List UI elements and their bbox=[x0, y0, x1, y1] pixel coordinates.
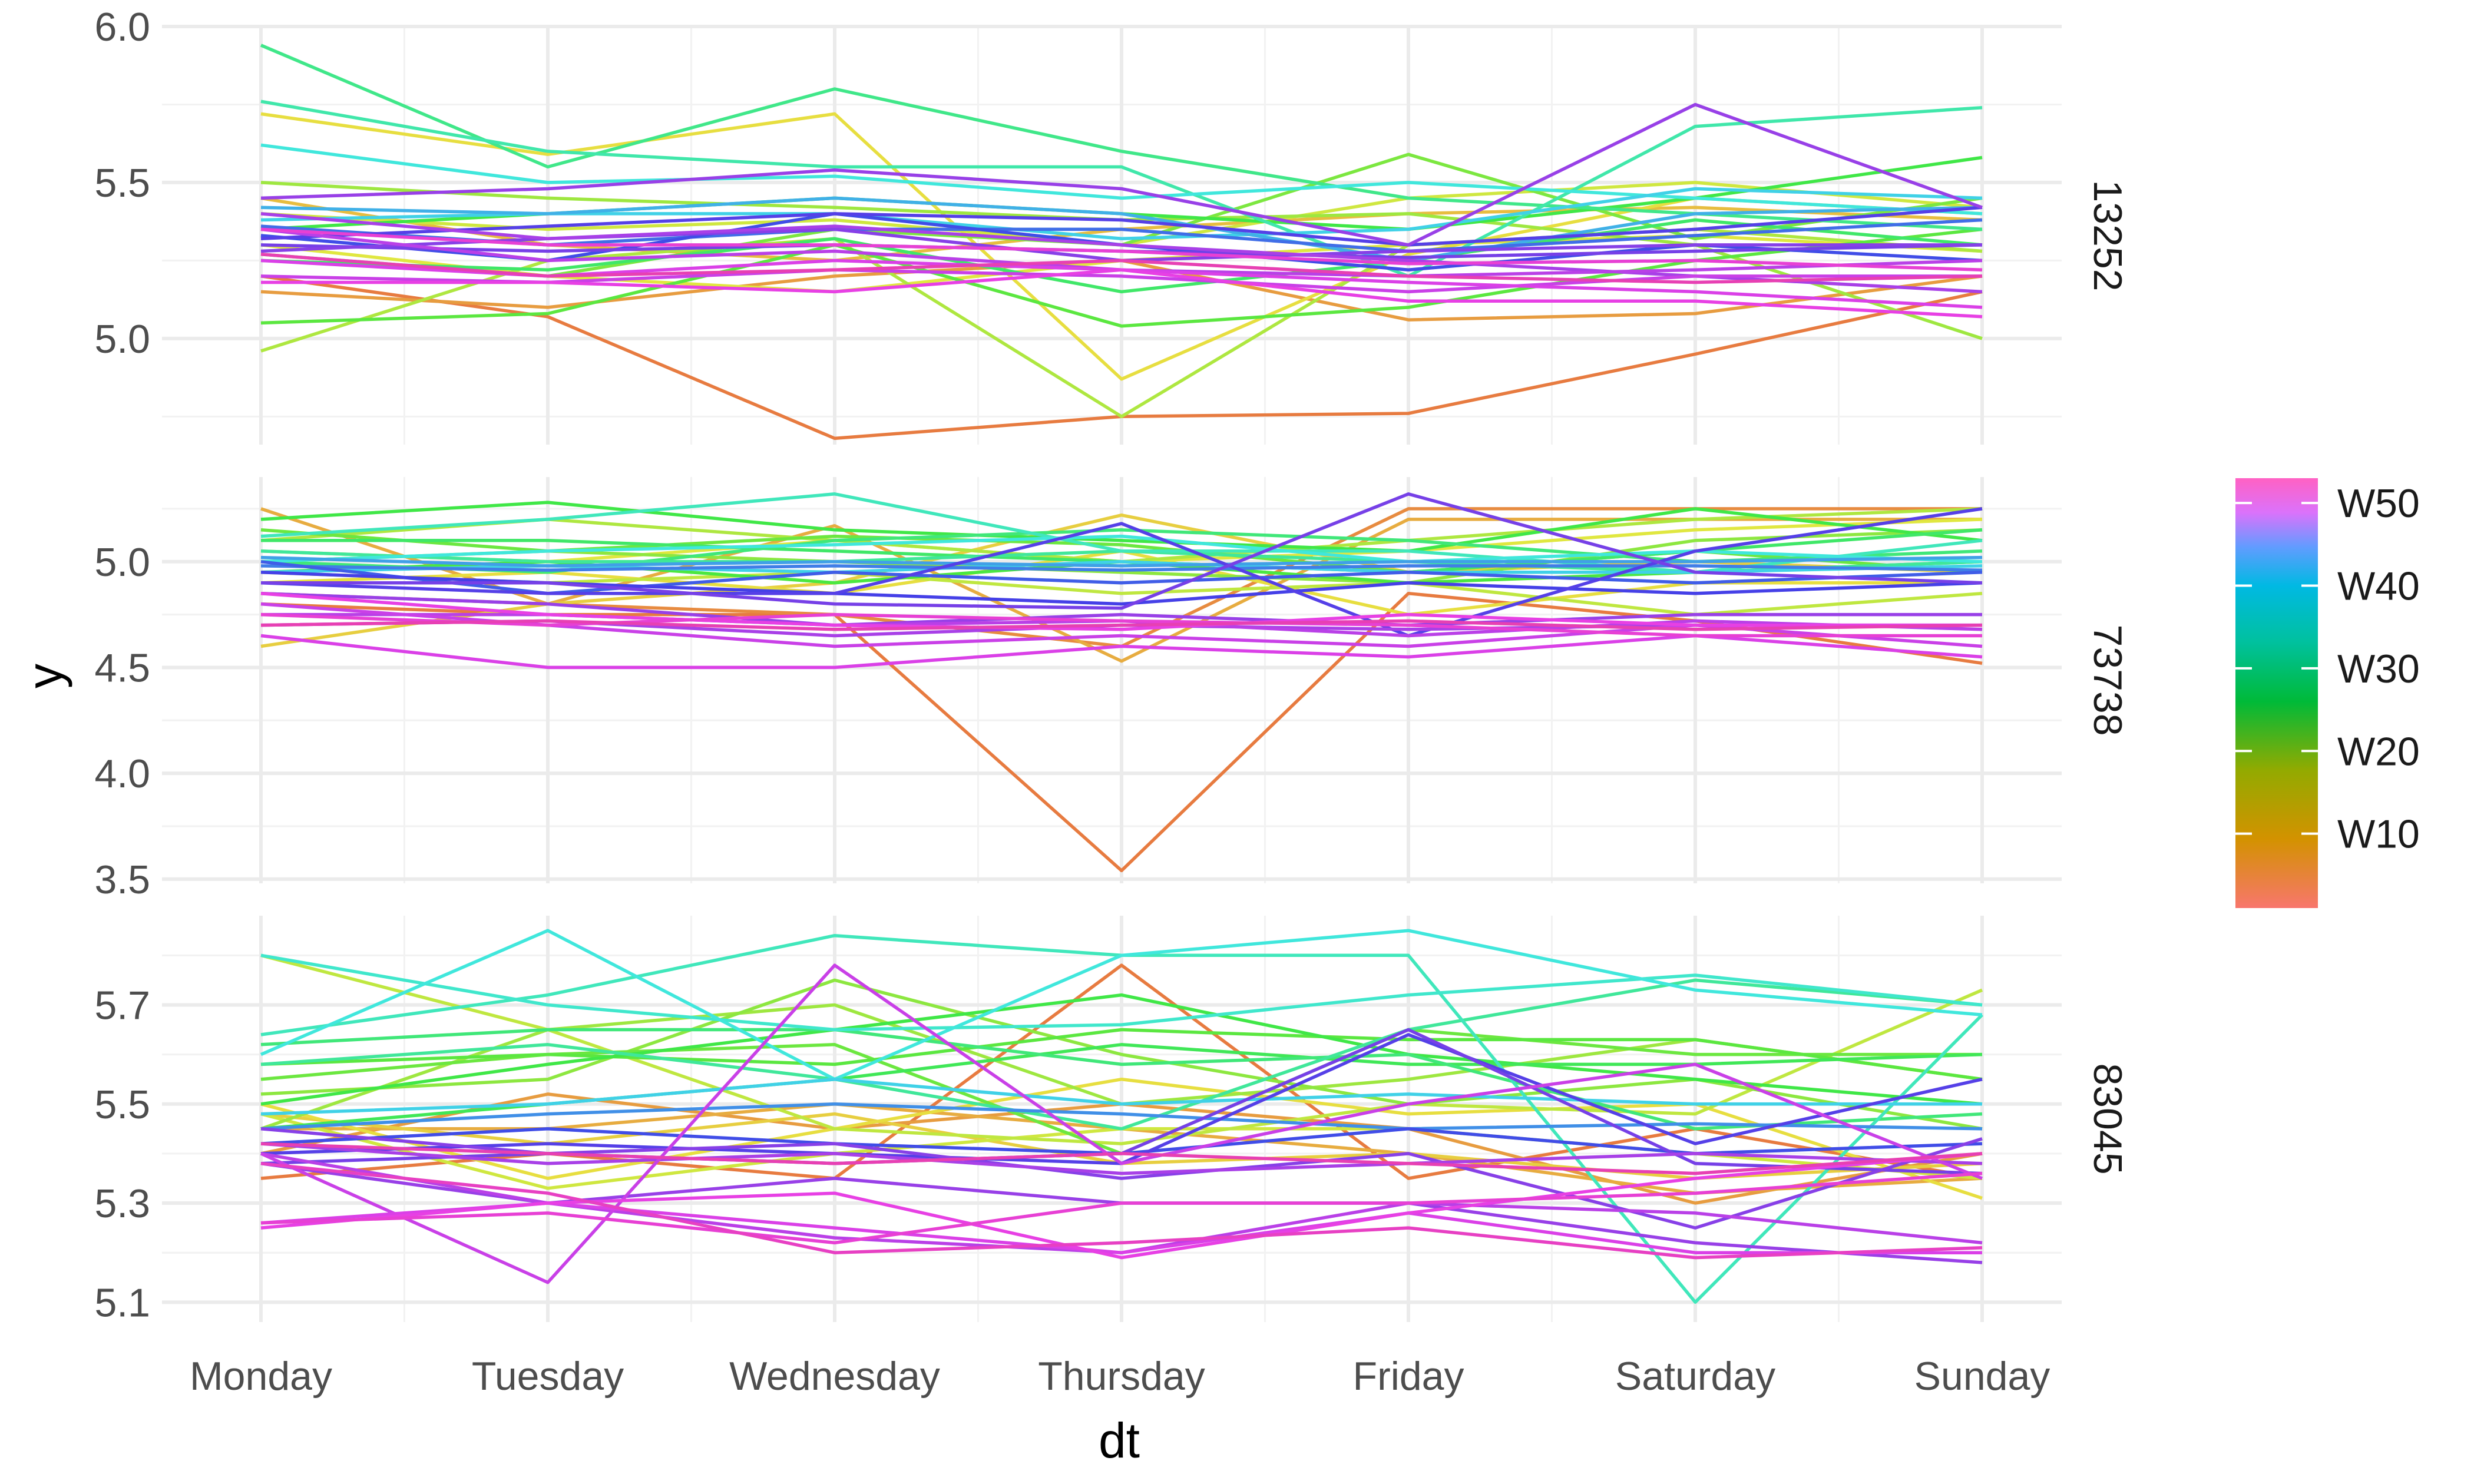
legend: W50 W40 W30 W20 W10 bbox=[2235, 478, 2420, 908]
series-line-week-51 bbox=[260, 1161, 1983, 1260]
y-tick-label: 5.0 bbox=[94, 540, 150, 585]
series-line-week-27 bbox=[260, 953, 1983, 1032]
legend-colorbar bbox=[2235, 478, 2318, 908]
y-axis-title: y bbox=[17, 664, 72, 688]
series-line-week-22 bbox=[260, 1028, 1983, 1131]
series-lines-13252 bbox=[260, 44, 1983, 440]
legend-label: W40 bbox=[2337, 564, 2420, 609]
facet-strip-label: 83045 bbox=[2085, 1063, 2130, 1174]
x-axis: Monday Tuesday Wednesday Thursday Friday Satu… bbox=[190, 1354, 2050, 1399]
legend-label: W50 bbox=[2337, 481, 2420, 526]
series-line-week-44 bbox=[260, 591, 1982, 627]
series-line-week-34 bbox=[260, 1102, 1983, 1131]
series-line-week-44 bbox=[260, 102, 1983, 247]
legend-label: W20 bbox=[2337, 729, 2420, 774]
y-tick-label: 5.5 bbox=[94, 161, 150, 206]
x-tick-label: Wednesday bbox=[729, 1354, 940, 1399]
series-line-week-19 bbox=[260, 501, 1983, 553]
series-line-week-52 bbox=[260, 619, 1983, 631]
series-line-week-19 bbox=[260, 993, 1983, 1106]
series-line-week-50 bbox=[260, 612, 1982, 638]
facet-strip-label: 73738 bbox=[2085, 624, 2130, 736]
x-tick-label: Sunday bbox=[1914, 1354, 2050, 1399]
series-line-week-28 bbox=[260, 929, 1983, 1081]
series-line-week-33 bbox=[260, 555, 1983, 568]
series-line-week-45 bbox=[260, 1142, 1983, 1175]
y-tick-label: 6.0 bbox=[94, 5, 150, 49]
x-tick-label: Thursday bbox=[1038, 1354, 1205, 1399]
series-line-week-21 bbox=[260, 218, 1983, 294]
series-line-week-42 bbox=[261, 492, 1983, 610]
series-line-week-28 bbox=[260, 143, 1983, 216]
series-line-week-24 bbox=[260, 978, 1983, 1131]
x-tick-label: Saturday bbox=[1615, 1354, 1775, 1399]
series-line-week-52 bbox=[260, 253, 1983, 284]
series-line-week-50 bbox=[260, 1171, 1983, 1245]
y-tick-label: 3.5 bbox=[94, 857, 150, 902]
series-line-week-50 bbox=[260, 227, 1983, 272]
legend-label: W10 bbox=[2337, 812, 2420, 857]
x-tick-label: Friday bbox=[1353, 1354, 1464, 1399]
series-line-week-35 bbox=[260, 564, 1983, 572]
x-tick-label: Monday bbox=[190, 1354, 332, 1399]
y-tick-label: 4.0 bbox=[94, 751, 150, 796]
facet-panels: 6.0 5.5 5.0 13252 5.0 4.5 4.0 3.5 73738 5.7 5.5 5.3… bbox=[94, 5, 2130, 1325]
series-line-week-25 bbox=[260, 100, 1983, 278]
x-tick-label: Tuesday bbox=[472, 1354, 624, 1399]
facet-panel-73738: 5.0 4.5 4.0 3.5 73738 bbox=[94, 477, 2130, 902]
series-line-week-17 bbox=[260, 1028, 1983, 1081]
facet-panel-83045: 5.7 5.5 5.3 5.1 83045 bbox=[94, 916, 2130, 1325]
facet-panel-13252: 6.0 5.5 5.0 13252 bbox=[94, 5, 2130, 445]
facet-strip-label: 13252 bbox=[2085, 180, 2130, 291]
legend-label: W30 bbox=[2337, 647, 2420, 691]
y-tick-label: 5.0 bbox=[94, 317, 150, 362]
series-line-week-47 bbox=[260, 963, 1983, 1284]
series-lines-83045 bbox=[260, 929, 1983, 1304]
x-axis-title: dt bbox=[1099, 1413, 1140, 1468]
series-line-week-49 bbox=[260, 1152, 1983, 1260]
series-line-week-49 bbox=[260, 591, 1982, 631]
y-tick-label: 4.5 bbox=[94, 645, 150, 690]
y-tick-label: 5.5 bbox=[94, 1082, 150, 1127]
series-line-week-32 bbox=[260, 196, 1983, 263]
y-tick-label: 5.7 bbox=[94, 983, 150, 1028]
y-tick-label: 5.3 bbox=[94, 1181, 150, 1226]
series-line-week-40 bbox=[260, 507, 1983, 638]
y-tick-label: 5.1 bbox=[94, 1280, 150, 1325]
series-lines-73738 bbox=[260, 492, 1983, 873]
series-line-week-40 bbox=[260, 206, 1983, 247]
series-line-week-49 bbox=[261, 268, 1983, 319]
series-line-week-30 bbox=[260, 1077, 1982, 1116]
series-line-week-52 bbox=[260, 1142, 1983, 1175]
